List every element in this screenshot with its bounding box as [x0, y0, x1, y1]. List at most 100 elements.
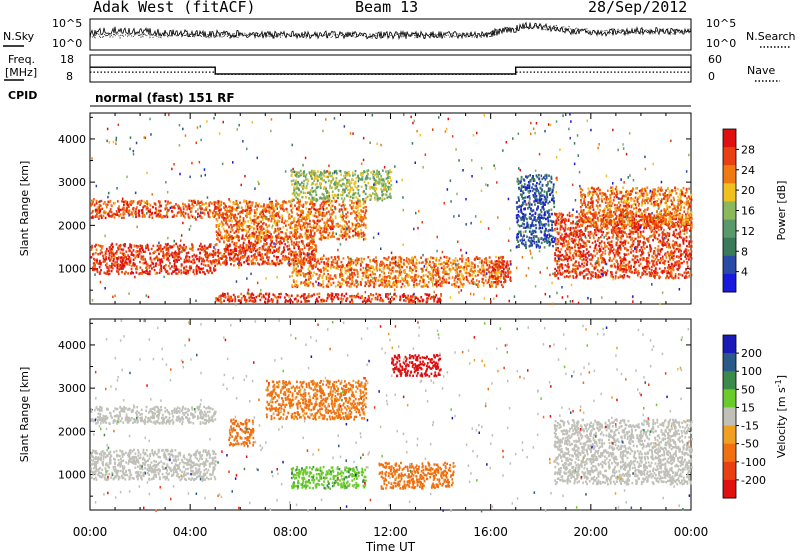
power-cell — [432, 256, 434, 260]
power-cell — [310, 210, 312, 214]
power-cell — [116, 267, 119, 270]
power-cell — [369, 273, 372, 277]
power-colorbar-segment — [723, 165, 736, 184]
power-cell — [102, 260, 105, 263]
power-cell — [588, 271, 591, 274]
power-cell — [305, 187, 308, 190]
power-cell — [289, 250, 292, 253]
power-cell — [348, 192, 350, 195]
power-cell — [473, 263, 476, 267]
power-cell — [313, 233, 316, 236]
power-cell — [319, 232, 322, 235]
power-cell — [276, 300, 279, 304]
power-cell — [474, 274, 477, 278]
power-cell — [298, 183, 301, 186]
power-cell — [135, 254, 138, 258]
power-cell — [387, 292, 389, 296]
power-cell — [318, 277, 320, 280]
power-cell — [100, 216, 103, 220]
power-cell — [107, 200, 110, 203]
power-cell — [236, 202, 238, 206]
power-cell — [598, 228, 601, 231]
power-cell — [237, 212, 240, 216]
power-cell — [145, 266, 148, 269]
power-colorbar-segment — [723, 183, 736, 202]
power-cell — [291, 284, 293, 287]
power-cell — [311, 181, 314, 185]
power-cell — [276, 234, 279, 237]
power-cell — [99, 252, 102, 255]
power-cell — [355, 206, 357, 209]
power-cell — [217, 248, 220, 252]
power-cell — [377, 172, 379, 176]
power-cell — [338, 237, 340, 241]
power-cell — [215, 224, 218, 227]
power-cell — [234, 249, 236, 253]
power-cell — [338, 234, 341, 237]
power-cell — [448, 276, 451, 280]
power-cell — [149, 264, 152, 267]
power-cell — [392, 266, 395, 269]
power-cell — [506, 260, 509, 263]
power-cell — [334, 216, 337, 220]
power-cell — [126, 263, 129, 266]
power-cell — [286, 300, 289, 303]
power-cell — [275, 204, 278, 208]
power-cell — [242, 251, 245, 254]
power-cell — [387, 281, 390, 285]
power-cell — [301, 181, 303, 184]
power-cell — [307, 248, 310, 252]
power-cell — [586, 260, 589, 263]
power-cell — [474, 257, 476, 261]
power-cell — [363, 201, 365, 204]
power-cell — [378, 181, 381, 185]
power-cell — [359, 178, 362, 181]
power-cell — [222, 202, 225, 205]
power-cell — [447, 264, 450, 267]
power-cell — [172, 215, 175, 218]
power-cell — [296, 253, 298, 256]
power-cell — [327, 263, 330, 266]
power-cell — [259, 210, 262, 214]
power-cell — [604, 244, 606, 247]
power-cell — [325, 207, 328, 210]
power-cell — [300, 269, 302, 273]
power-cell — [411, 276, 414, 279]
power-cell — [268, 245, 270, 249]
power-cell — [288, 299, 291, 302]
power-cell — [444, 272, 447, 275]
power-cell — [303, 293, 306, 296]
power-cell — [366, 176, 369, 180]
power-cell — [238, 252, 240, 255]
power-cell — [104, 272, 107, 275]
noise-tick-high-right: 10^5 — [706, 17, 737, 30]
power-cell — [269, 243, 272, 246]
power-cell — [303, 297, 305, 300]
power-cell — [382, 268, 385, 271]
power-cell — [379, 299, 382, 302]
power-cell — [95, 214, 97, 218]
power-cell — [457, 266, 460, 269]
power-cell — [353, 181, 356, 185]
power-cell — [122, 248, 125, 251]
power-cell — [297, 208, 300, 212]
power-cell — [274, 230, 277, 233]
power-cell — [310, 295, 313, 298]
power-cell — [152, 251, 155, 255]
power-cell — [379, 294, 381, 297]
power-cell — [110, 266, 113, 269]
power-cell — [340, 294, 343, 297]
power-cell — [374, 279, 377, 283]
power-cell — [382, 270, 385, 274]
power-cell — [190, 267, 193, 270]
power-cell — [433, 257, 435, 260]
power-cell — [222, 292, 224, 295]
power-cell — [325, 230, 328, 233]
power-cell — [171, 254, 174, 257]
power-cell — [498, 280, 500, 283]
power-cell — [355, 186, 358, 190]
power-cell — [215, 212, 218, 216]
power-cell — [348, 173, 350, 176]
power-cell — [672, 251, 675, 254]
power-cell — [308, 260, 311, 264]
